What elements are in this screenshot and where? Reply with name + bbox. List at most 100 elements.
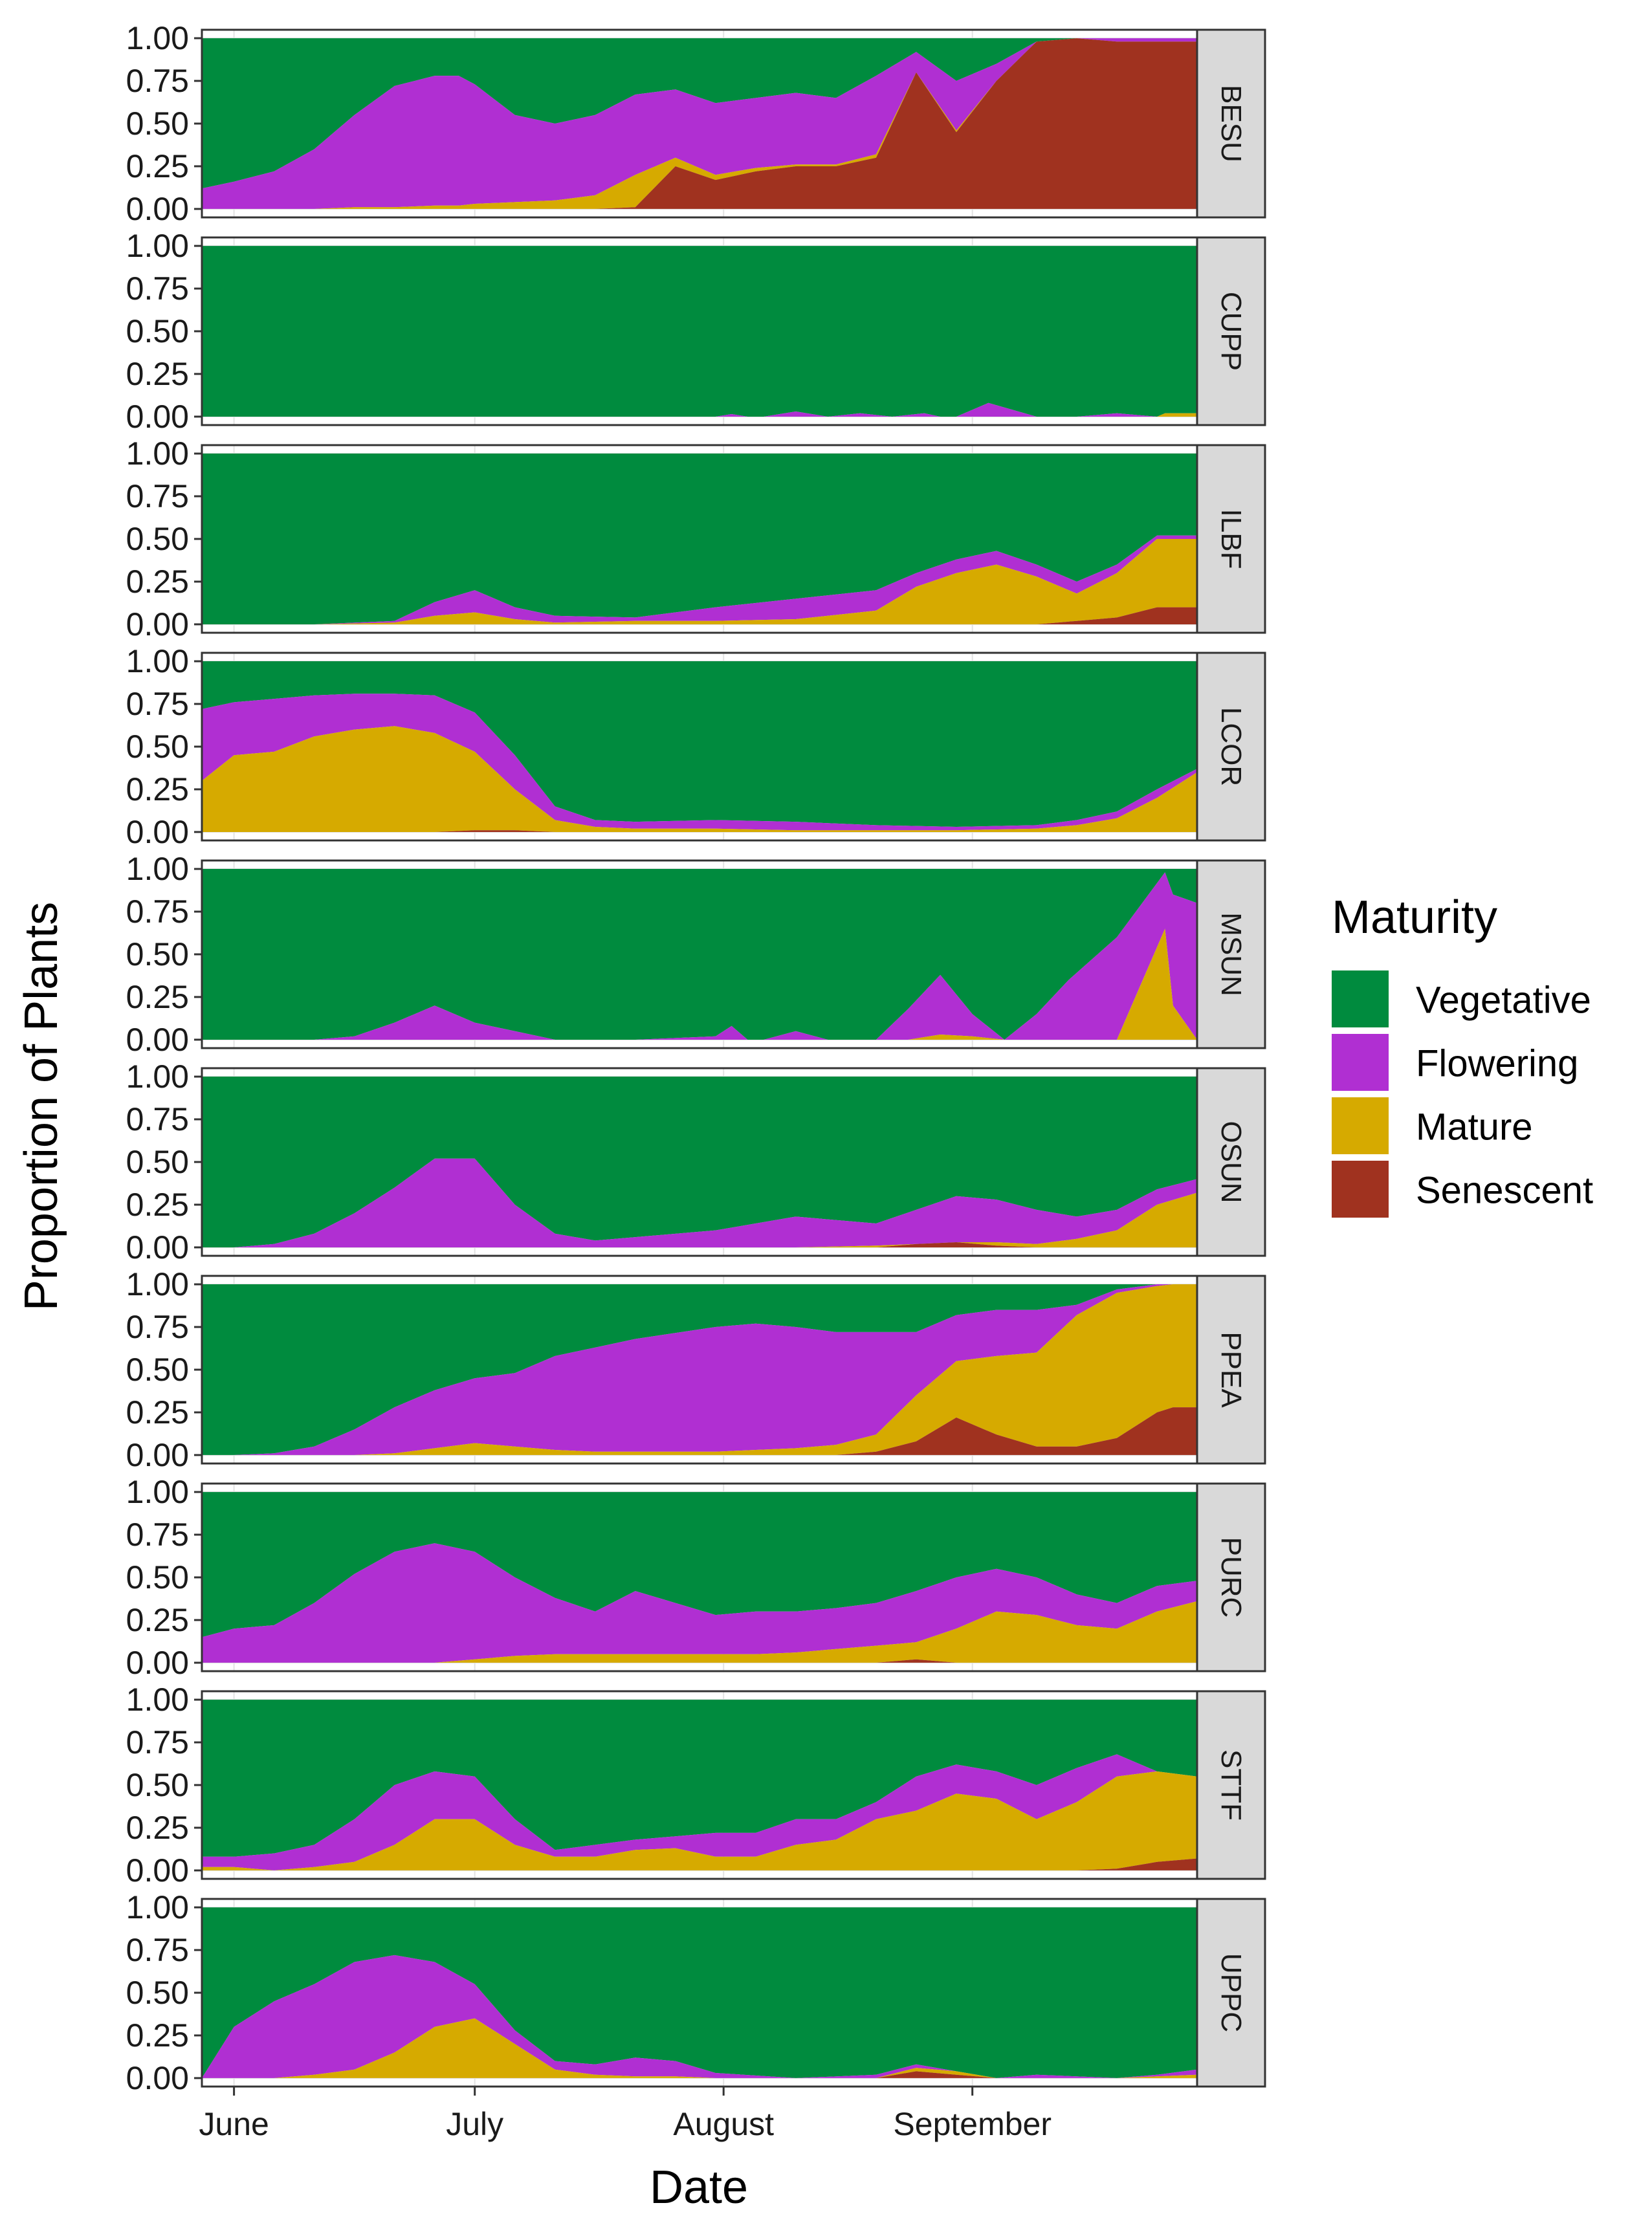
facet-strip xyxy=(1196,1898,1266,2088)
facet-label: STTF xyxy=(1215,1749,1247,1821)
y-tick-label: 0.75 xyxy=(126,686,189,722)
facet-label: ILBF xyxy=(1215,509,1247,569)
y-tick-label: 0.75 xyxy=(126,893,189,930)
y-tick-label: 0.00 xyxy=(126,1645,189,1681)
area-vegetative xyxy=(202,1492,1197,1638)
x-tick-label: July xyxy=(446,2106,503,2142)
area-flowering xyxy=(202,535,1197,624)
facet-label: LCOR xyxy=(1215,707,1247,786)
area-mature xyxy=(202,1284,1197,1455)
y-tick-label: 1.00 xyxy=(126,1266,189,1302)
area-vegetative xyxy=(202,661,1197,827)
y-tick-label: 0.75 xyxy=(126,63,189,99)
y-tick-label: 0.00 xyxy=(126,2060,189,2096)
y-tick-label: 0.00 xyxy=(126,399,189,435)
facet-label: MSUN xyxy=(1215,912,1247,996)
area-mature xyxy=(202,1601,1197,1663)
x-tick-label: September xyxy=(893,2106,1052,2142)
legend: Maturity Vegetative Flowering Mature Senesc… xyxy=(1332,892,1593,1218)
panel-sttf: STTF 0.00 0.25 0.50 0.75 1.00 xyxy=(126,1682,1266,1889)
facet-label: PURC xyxy=(1215,1537,1247,1618)
y-tick-label: 0.25 xyxy=(126,1187,189,1223)
area-flowering xyxy=(202,402,1197,417)
y-tick-label: 0.50 xyxy=(126,1975,189,2011)
panel-uppc: UPPC 0.00 0.25 0.50 0.75 1.00 xyxy=(126,1889,1266,2096)
area-mature xyxy=(202,2018,1197,2078)
area-flowering xyxy=(202,1955,1197,2078)
facet-strip xyxy=(1196,444,1266,634)
y-tick-label: 1.00 xyxy=(126,1058,189,1095)
y-axis-title: Proportion of Plants xyxy=(16,902,67,1311)
y-tick-label: 0.00 xyxy=(126,1852,189,1889)
panel-msun: MSUN 0.00 0.25 0.50 0.75 1.00 xyxy=(126,851,1266,1058)
facet-strip xyxy=(1196,1275,1266,1465)
area-vegetative xyxy=(202,1284,1197,1455)
area-senescent xyxy=(202,38,1197,209)
y-tick-label: 0.00 xyxy=(126,814,189,850)
facet-label: BESU xyxy=(1215,85,1247,162)
area-mature xyxy=(202,726,1197,832)
y-tick-label: 0.25 xyxy=(126,356,189,392)
legend-label-senescent: Senescent xyxy=(1416,1170,1593,1212)
y-tick-label: 0.75 xyxy=(126,478,189,514)
panel-purc: PURC 0.00 0.25 0.50 0.75 1.00 xyxy=(126,1474,1266,1681)
x-axis-title: Date xyxy=(650,2162,748,2213)
facet-label: CUPP xyxy=(1215,292,1247,371)
y-tick-label: 1.00 xyxy=(126,1474,189,1510)
y-tick-label: 0.50 xyxy=(126,1767,189,1803)
area-mature xyxy=(202,1192,1197,1247)
facet-label: OSUN xyxy=(1215,1121,1247,1203)
y-tick-label: 0.25 xyxy=(126,1394,189,1430)
y-tick-label: 1.00 xyxy=(126,643,189,679)
y-tick-label: 0.75 xyxy=(126,1932,189,1968)
y-tick-label: 0.25 xyxy=(126,148,189,184)
y-tick-label: 0.00 xyxy=(126,1229,189,1266)
y-tick-label: 1.00 xyxy=(126,1889,189,1925)
area-flowering xyxy=(202,1754,1197,1870)
legend-label-vegetative: Vegetative xyxy=(1416,980,1591,1022)
panel-ppea: PPEA 0.00 0.25 0.50 0.75 1.00 xyxy=(126,1266,1266,1473)
panel-ilbf: ILBF 0.00 0.25 0.50 0.75 1.00 xyxy=(126,435,1266,642)
y-tick-label: 0.50 xyxy=(126,105,189,142)
area-senescent xyxy=(202,607,1197,624)
area-vegetative xyxy=(202,1907,1197,2078)
y-tick-label: 1.00 xyxy=(126,851,189,887)
legend-key-mature xyxy=(1332,1097,1389,1154)
y-tick-label: 0.00 xyxy=(126,191,189,227)
x-axis: June July August September xyxy=(199,2087,1052,2142)
y-tick-label: 0.50 xyxy=(126,729,189,765)
area-mature xyxy=(202,1771,1197,1870)
area-flowering xyxy=(202,1543,1197,1663)
x-tick-label: August xyxy=(673,2106,774,2142)
area-vegetative xyxy=(202,1700,1197,1857)
y-tick-label: 0.75 xyxy=(126,1517,189,1553)
legend-key-senescent xyxy=(1332,1161,1389,1218)
y-tick-label: 0.00 xyxy=(126,1437,189,1473)
area-flowering xyxy=(202,872,1197,1040)
facet-strip xyxy=(1196,652,1266,842)
legend-items: Vegetative Flowering Mature Senescent xyxy=(1332,970,1593,1218)
y-tick-label: 0.75 xyxy=(126,1309,189,1345)
y-tick-label: 0.75 xyxy=(126,270,189,307)
area-senescent xyxy=(202,2071,1197,2078)
y-tick-label: 0.25 xyxy=(126,1602,189,1638)
facet-label: PPEA xyxy=(1215,1332,1247,1408)
area-vegetative xyxy=(202,869,1197,1040)
facet-strip xyxy=(1196,1067,1266,1257)
y-tick-label: 0.00 xyxy=(126,606,189,642)
panel-cupp: CUPP 0.00 0.25 0.50 0.75 1.00 xyxy=(126,228,1266,435)
legend-label-mature: Mature xyxy=(1416,1106,1533,1148)
area-mature xyxy=(202,539,1197,624)
panel-besu: BESU 0.00 0.25 0.50 0.75 1.00 xyxy=(126,20,1266,227)
area-senescent xyxy=(202,1242,1197,1247)
area-flowering xyxy=(202,38,1197,209)
panel-lcor: LCOR 0.00 0.25 0.50 0.75 1.00 xyxy=(126,643,1266,850)
legend-key-flowering xyxy=(1332,1034,1389,1091)
facet-strip xyxy=(1196,859,1266,1049)
y-tick-label: 0.75 xyxy=(126,1101,189,1137)
y-tick-label: 1.00 xyxy=(126,1682,189,1718)
y-tick-label: 1.00 xyxy=(126,228,189,264)
y-tick-label: 0.50 xyxy=(126,1144,189,1180)
y-tick-label: 0.25 xyxy=(126,564,189,600)
